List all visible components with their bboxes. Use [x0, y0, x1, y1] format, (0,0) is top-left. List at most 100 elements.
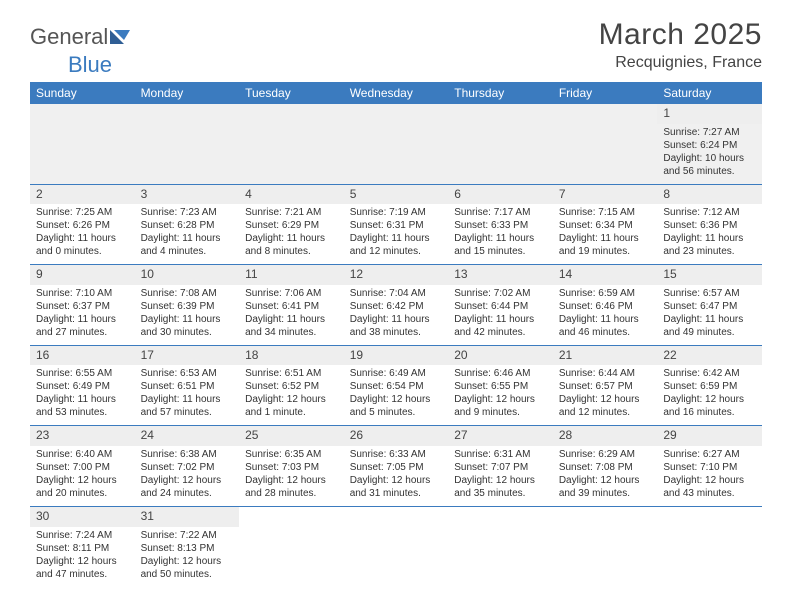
- day-details: Sunrise: 6:59 AMSunset: 6:46 PMDaylight:…: [559, 287, 652, 339]
- day-details: Sunrise: 7:24 AMSunset: 8:11 PMDaylight:…: [36, 529, 129, 581]
- day-details: Sunrise: 6:29 AMSunset: 7:08 PMDaylight:…: [559, 448, 652, 500]
- calendar-cell: 10Sunrise: 7:08 AMSunset: 6:39 PMDayligh…: [135, 265, 240, 346]
- day-number: 25: [239, 426, 344, 446]
- day-details: Sunrise: 6:51 AMSunset: 6:52 PMDaylight:…: [245, 367, 338, 419]
- month-title: March 2025: [599, 18, 762, 52]
- day-details: Sunrise: 6:35 AMSunset: 7:03 PMDaylight:…: [245, 448, 338, 500]
- day-details: Sunrise: 6:53 AMSunset: 6:51 PMDaylight:…: [141, 367, 234, 419]
- day-number: 21: [553, 346, 658, 366]
- day-number: 5: [344, 185, 449, 205]
- day-number: 28: [553, 426, 658, 446]
- day-details: Sunrise: 7:15 AMSunset: 6:34 PMDaylight:…: [559, 206, 652, 258]
- day-details: Sunrise: 6:42 AMSunset: 6:59 PMDaylight:…: [663, 367, 756, 419]
- day-number: 27: [448, 426, 553, 446]
- calendar-cell: 22Sunrise: 6:42 AMSunset: 6:59 PMDayligh…: [657, 345, 762, 426]
- calendar-cell: 28Sunrise: 6:29 AMSunset: 7:08 PMDayligh…: [553, 426, 658, 507]
- calendar-cell: 1Sunrise: 7:27 AMSunset: 6:24 PMDaylight…: [657, 104, 762, 184]
- day-number: 12: [344, 265, 449, 285]
- day-number: 16: [30, 346, 135, 366]
- calendar-cell: [239, 506, 344, 586]
- calendar-cell: 13Sunrise: 7:02 AMSunset: 6:44 PMDayligh…: [448, 265, 553, 346]
- day-number: 17: [135, 346, 240, 366]
- day-header: Sunday: [30, 82, 135, 104]
- day-number: 19: [344, 346, 449, 366]
- calendar-cell: 27Sunrise: 6:31 AMSunset: 7:07 PMDayligh…: [448, 426, 553, 507]
- calendar-cell: 17Sunrise: 6:53 AMSunset: 6:51 PMDayligh…: [135, 345, 240, 426]
- day-details: Sunrise: 7:19 AMSunset: 6:31 PMDaylight:…: [350, 206, 443, 258]
- day-number: 29: [657, 426, 762, 446]
- day-number: 26: [344, 426, 449, 446]
- calendar-row: 23Sunrise: 6:40 AMSunset: 7:00 PMDayligh…: [30, 426, 762, 507]
- calendar-cell: [553, 104, 658, 184]
- day-details: Sunrise: 7:17 AMSunset: 6:33 PMDaylight:…: [454, 206, 547, 258]
- day-details: Sunrise: 7:27 AMSunset: 6:24 PMDaylight:…: [663, 126, 756, 178]
- day-header: Monday: [135, 82, 240, 104]
- calendar-cell: 21Sunrise: 6:44 AMSunset: 6:57 PMDayligh…: [553, 345, 658, 426]
- calendar-cell: 19Sunrise: 6:49 AMSunset: 6:54 PMDayligh…: [344, 345, 449, 426]
- day-number: 23: [30, 426, 135, 446]
- calendar-cell: [344, 104, 449, 184]
- title-block: March 2025 Recquignies, France: [599, 18, 762, 72]
- day-number: 2: [30, 185, 135, 205]
- calendar-cell: [448, 506, 553, 586]
- calendar-cell: 9Sunrise: 7:10 AMSunset: 6:37 PMDaylight…: [30, 265, 135, 346]
- day-details: Sunrise: 6:31 AMSunset: 7:07 PMDaylight:…: [454, 448, 547, 500]
- day-number: 3: [135, 185, 240, 205]
- day-number: 4: [239, 185, 344, 205]
- logo-text-2: Blue: [68, 52, 112, 78]
- calendar-body: 1Sunrise: 7:27 AMSunset: 6:24 PMDaylight…: [30, 104, 762, 587]
- calendar-cell: 8Sunrise: 7:12 AMSunset: 6:36 PMDaylight…: [657, 184, 762, 265]
- calendar-cell: 30Sunrise: 7:24 AMSunset: 8:11 PMDayligh…: [30, 506, 135, 586]
- day-details: Sunrise: 6:44 AMSunset: 6:57 PMDaylight:…: [559, 367, 652, 419]
- calendar-cell: 20Sunrise: 6:46 AMSunset: 6:55 PMDayligh…: [448, 345, 553, 426]
- calendar-row: 9Sunrise: 7:10 AMSunset: 6:37 PMDaylight…: [30, 265, 762, 346]
- calendar-cell: 23Sunrise: 6:40 AMSunset: 7:00 PMDayligh…: [30, 426, 135, 507]
- calendar-cell: 24Sunrise: 6:38 AMSunset: 7:02 PMDayligh…: [135, 426, 240, 507]
- calendar-cell: 3Sunrise: 7:23 AMSunset: 6:28 PMDaylight…: [135, 184, 240, 265]
- calendar-row: 16Sunrise: 6:55 AMSunset: 6:49 PMDayligh…: [30, 345, 762, 426]
- header: General March 2025 Recquignies, France: [30, 18, 762, 72]
- day-details: Sunrise: 6:49 AMSunset: 6:54 PMDaylight:…: [350, 367, 443, 419]
- logo: General: [30, 24, 132, 50]
- day-details: Sunrise: 6:38 AMSunset: 7:02 PMDaylight:…: [141, 448, 234, 500]
- calendar-cell: 2Sunrise: 7:25 AMSunset: 6:26 PMDaylight…: [30, 184, 135, 265]
- calendar-cell: 31Sunrise: 7:22 AMSunset: 8:13 PMDayligh…: [135, 506, 240, 586]
- calendar-cell: 18Sunrise: 6:51 AMSunset: 6:52 PMDayligh…: [239, 345, 344, 426]
- calendar-cell: [239, 104, 344, 184]
- day-details: Sunrise: 7:22 AMSunset: 8:13 PMDaylight:…: [141, 529, 234, 581]
- day-number: 13: [448, 265, 553, 285]
- location: Recquignies, France: [599, 54, 762, 72]
- day-number: 31: [135, 507, 240, 527]
- day-details: Sunrise: 7:23 AMSunset: 6:28 PMDaylight:…: [141, 206, 234, 258]
- calendar-cell: 5Sunrise: 7:19 AMSunset: 6:31 PMDaylight…: [344, 184, 449, 265]
- day-number: 7: [553, 185, 658, 205]
- calendar-cell: 25Sunrise: 6:35 AMSunset: 7:03 PMDayligh…: [239, 426, 344, 507]
- day-number: 22: [657, 346, 762, 366]
- day-number: 20: [448, 346, 553, 366]
- day-number: 11: [239, 265, 344, 285]
- calendar-cell: [448, 104, 553, 184]
- day-header: Friday: [553, 82, 658, 104]
- calendar-cell: 4Sunrise: 7:21 AMSunset: 6:29 PMDaylight…: [239, 184, 344, 265]
- day-details: Sunrise: 6:57 AMSunset: 6:47 PMDaylight:…: [663, 287, 756, 339]
- day-number: 9: [30, 265, 135, 285]
- calendar-cell: 29Sunrise: 6:27 AMSunset: 7:10 PMDayligh…: [657, 426, 762, 507]
- day-details: Sunrise: 7:06 AMSunset: 6:41 PMDaylight:…: [245, 287, 338, 339]
- calendar-row: 2Sunrise: 7:25 AMSunset: 6:26 PMDaylight…: [30, 184, 762, 265]
- day-details: Sunrise: 6:46 AMSunset: 6:55 PMDaylight:…: [454, 367, 547, 419]
- day-number: 24: [135, 426, 240, 446]
- calendar-cell: 6Sunrise: 7:17 AMSunset: 6:33 PMDaylight…: [448, 184, 553, 265]
- day-details: Sunrise: 6:33 AMSunset: 7:05 PMDaylight:…: [350, 448, 443, 500]
- calendar-cell: [344, 506, 449, 586]
- logo-icon: [110, 24, 132, 50]
- day-details: Sunrise: 7:04 AMSunset: 6:42 PMDaylight:…: [350, 287, 443, 339]
- day-details: Sunrise: 6:55 AMSunset: 6:49 PMDaylight:…: [36, 367, 129, 419]
- day-header: Wednesday: [344, 82, 449, 104]
- day-details: Sunrise: 7:10 AMSunset: 6:37 PMDaylight:…: [36, 287, 129, 339]
- day-details: Sunrise: 7:12 AMSunset: 6:36 PMDaylight:…: [663, 206, 756, 258]
- calendar-cell: 12Sunrise: 7:04 AMSunset: 6:42 PMDayligh…: [344, 265, 449, 346]
- day-details: Sunrise: 7:02 AMSunset: 6:44 PMDaylight:…: [454, 287, 547, 339]
- calendar-header-row: SundayMondayTuesdayWednesdayThursdayFrid…: [30, 82, 762, 104]
- day-number: 10: [135, 265, 240, 285]
- calendar-cell: 26Sunrise: 6:33 AMSunset: 7:05 PMDayligh…: [344, 426, 449, 507]
